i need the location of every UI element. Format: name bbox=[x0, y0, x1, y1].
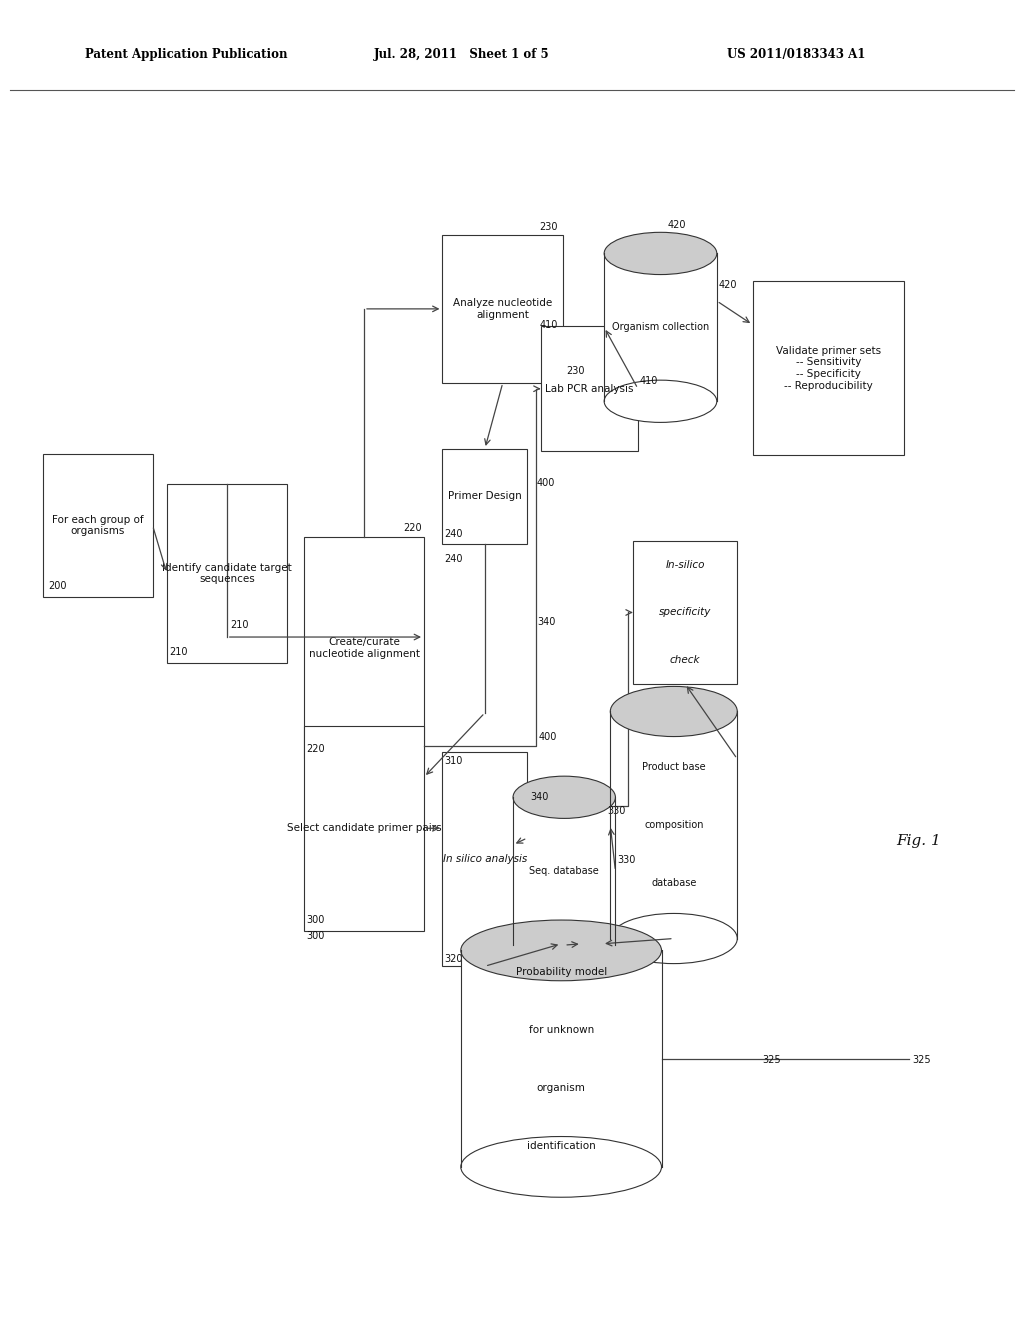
Text: 340: 340 bbox=[530, 792, 549, 801]
Text: Primer Design: Primer Design bbox=[447, 491, 522, 502]
Text: composition: composition bbox=[644, 820, 703, 830]
Text: In silico analysis: In silico analysis bbox=[442, 854, 527, 865]
Text: 325: 325 bbox=[912, 1055, 931, 1065]
Text: 320: 320 bbox=[444, 953, 463, 964]
Text: US 2011/0183343 A1: US 2011/0183343 A1 bbox=[727, 48, 865, 61]
Text: 220: 220 bbox=[306, 743, 325, 754]
FancyBboxPatch shape bbox=[304, 537, 424, 759]
Ellipse shape bbox=[513, 924, 615, 966]
Ellipse shape bbox=[604, 380, 717, 422]
Text: 400: 400 bbox=[537, 478, 555, 488]
Ellipse shape bbox=[461, 1137, 662, 1197]
FancyBboxPatch shape bbox=[753, 281, 904, 455]
Text: Product base: Product base bbox=[642, 762, 706, 772]
Text: Select candidate primer pairs: Select candidate primer pairs bbox=[287, 824, 441, 833]
FancyBboxPatch shape bbox=[442, 449, 527, 544]
Text: Organism collection: Organism collection bbox=[612, 322, 709, 333]
Text: Validate primer sets
-- Sensitivity
-- Specificity
-- Reproducibility: Validate primer sets -- Sensitivity -- S… bbox=[776, 346, 881, 391]
Text: 330: 330 bbox=[607, 805, 626, 816]
Ellipse shape bbox=[604, 232, 717, 275]
Text: 420: 420 bbox=[719, 280, 737, 290]
Text: check: check bbox=[670, 655, 700, 665]
FancyBboxPatch shape bbox=[304, 726, 424, 931]
Text: 420: 420 bbox=[668, 219, 686, 230]
Text: Analyze nucleotide
alignment: Analyze nucleotide alignment bbox=[454, 298, 552, 319]
Text: 325: 325 bbox=[762, 1055, 780, 1065]
Ellipse shape bbox=[461, 920, 662, 981]
Text: specificity: specificity bbox=[658, 607, 712, 618]
Text: 330: 330 bbox=[617, 854, 636, 865]
Text: Seq. database: Seq. database bbox=[529, 866, 599, 876]
Text: 300: 300 bbox=[306, 915, 325, 925]
Polygon shape bbox=[604, 253, 717, 401]
Text: 410: 410 bbox=[540, 319, 558, 330]
Text: Probability model: Probability model bbox=[515, 966, 607, 977]
FancyBboxPatch shape bbox=[442, 235, 563, 383]
Text: 220: 220 bbox=[403, 523, 422, 533]
Text: 200: 200 bbox=[48, 581, 67, 591]
Ellipse shape bbox=[513, 776, 615, 818]
Text: Jul. 28, 2011   Sheet 1 of 5: Jul. 28, 2011 Sheet 1 of 5 bbox=[374, 48, 550, 61]
FancyBboxPatch shape bbox=[167, 484, 287, 663]
FancyBboxPatch shape bbox=[633, 541, 737, 684]
Text: 230: 230 bbox=[540, 222, 558, 232]
Text: 310: 310 bbox=[444, 755, 463, 766]
Text: In-silico: In-silico bbox=[666, 560, 705, 570]
Text: identification: identification bbox=[526, 1140, 596, 1151]
Text: 210: 210 bbox=[169, 647, 187, 657]
Text: 410: 410 bbox=[640, 376, 658, 385]
Text: Identify candidate target
sequences: Identify candidate target sequences bbox=[162, 562, 292, 585]
Polygon shape bbox=[461, 950, 662, 1167]
Text: Lab PCR analysis: Lab PCR analysis bbox=[545, 384, 634, 393]
Polygon shape bbox=[513, 797, 615, 945]
Text: database: database bbox=[651, 878, 696, 888]
Text: 230: 230 bbox=[566, 366, 585, 376]
Text: 300: 300 bbox=[306, 931, 325, 941]
Text: Fig. 1: Fig. 1 bbox=[896, 834, 941, 847]
Polygon shape bbox=[610, 711, 737, 939]
Text: For each group of
organisms: For each group of organisms bbox=[52, 515, 143, 536]
Text: for unknown: for unknown bbox=[528, 1024, 594, 1035]
Text: 400: 400 bbox=[539, 733, 557, 742]
FancyBboxPatch shape bbox=[442, 752, 527, 966]
Text: 240: 240 bbox=[444, 528, 463, 539]
FancyBboxPatch shape bbox=[541, 326, 638, 451]
Text: Create/curate
nucleotide alignment: Create/curate nucleotide alignment bbox=[308, 638, 420, 659]
Ellipse shape bbox=[610, 686, 737, 737]
Text: 240: 240 bbox=[444, 553, 463, 564]
Text: 210: 210 bbox=[229, 620, 249, 631]
Text: organism: organism bbox=[537, 1082, 586, 1093]
Text: 340: 340 bbox=[538, 616, 556, 627]
FancyBboxPatch shape bbox=[43, 454, 153, 597]
Ellipse shape bbox=[610, 913, 737, 964]
Text: Patent Application Publication: Patent Application Publication bbox=[85, 48, 288, 61]
